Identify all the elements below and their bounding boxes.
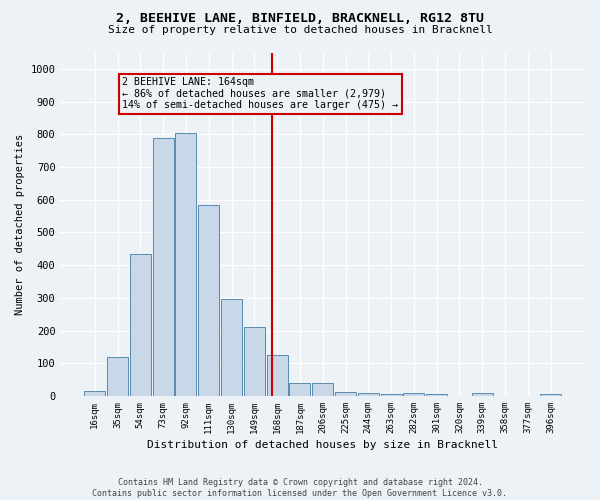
- Bar: [107, 356, 128, 396]
- Bar: [426, 394, 447, 396]
- Y-axis label: Number of detached properties: Number of detached properties: [15, 134, 25, 315]
- Bar: [175, 132, 196, 396]
- Bar: [380, 394, 401, 396]
- Bar: [289, 383, 310, 396]
- Bar: [540, 394, 561, 396]
- Bar: [312, 383, 333, 396]
- Bar: [84, 391, 105, 396]
- Bar: [403, 394, 424, 396]
- Bar: [244, 328, 265, 396]
- X-axis label: Distribution of detached houses by size in Bracknell: Distribution of detached houses by size …: [147, 440, 498, 450]
- Bar: [335, 392, 356, 396]
- Text: Contains HM Land Registry data © Crown copyright and database right 2024.
Contai: Contains HM Land Registry data © Crown c…: [92, 478, 508, 498]
- Bar: [130, 254, 151, 396]
- Bar: [266, 355, 287, 396]
- Text: 2, BEEHIVE LANE, BINFIELD, BRACKNELL, RG12 8TU: 2, BEEHIVE LANE, BINFIELD, BRACKNELL, RG…: [116, 12, 484, 26]
- Bar: [152, 138, 173, 396]
- Text: 2 BEEHIVE LANE: 164sqm
← 86% of detached houses are smaller (2,979)
14% of semi-: 2 BEEHIVE LANE: 164sqm ← 86% of detached…: [122, 77, 398, 110]
- Bar: [358, 394, 379, 396]
- Bar: [198, 204, 219, 396]
- Bar: [221, 300, 242, 396]
- Bar: [472, 394, 493, 396]
- Text: Size of property relative to detached houses in Bracknell: Size of property relative to detached ho…: [107, 25, 493, 35]
